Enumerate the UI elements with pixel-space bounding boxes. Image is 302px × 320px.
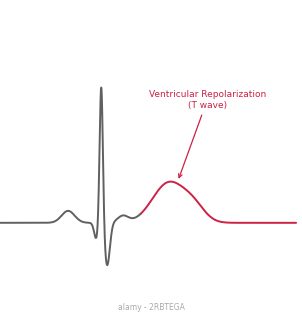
Text: Ventricular Repolarization
(T wave): Ventricular Repolarization (T wave) (149, 90, 266, 178)
Text: Ventricular Repolarization: Ventricular Repolarization (32, 14, 270, 29)
Text: alamy - 2RBTEGA: alamy - 2RBTEGA (117, 303, 185, 313)
